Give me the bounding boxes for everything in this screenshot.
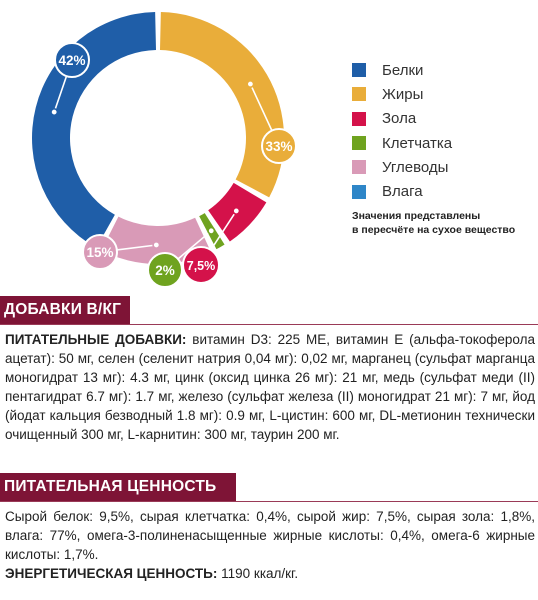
legend-swatch	[352, 87, 366, 102]
section-divider	[0, 324, 538, 325]
chart-note-line: Значения представлены	[352, 210, 481, 222]
additives-title: ДОБАВКИ В/КГ	[0, 296, 130, 324]
leader-dot	[232, 206, 241, 215]
data-label: 2%	[155, 263, 175, 278]
additives-body: витамин D3: 225 МЕ, витамин Е (альфа-ток…	[5, 332, 535, 442]
legend-item: Углеводы	[352, 155, 532, 179]
data-label-badge	[82, 234, 118, 270]
legend-item: Клетчатка	[352, 131, 532, 155]
data-label: 42%	[58, 53, 85, 68]
energy-value: 1190 ккал/кг.	[217, 566, 299, 581]
legend-swatch	[352, 63, 366, 78]
legend-label: Клетчатка	[382, 134, 453, 152]
data-label-badge	[147, 252, 183, 288]
leader-dot	[246, 80, 255, 89]
donut-slice	[31, 12, 157, 248]
leader-dot	[50, 108, 59, 117]
legend-swatch	[352, 184, 366, 199]
data-label-badge	[261, 128, 297, 164]
nutrition-text: Сырой белок: 9,5%, сырая клетчатка: 0,4%…	[5, 507, 535, 583]
legend-swatch	[352, 160, 366, 175]
legend-label: Белки	[382, 61, 424, 79]
nutrition-body: Сырой белок: 9,5%, сырая клетчатка: 0,4%…	[5, 509, 535, 562]
section-divider	[0, 501, 538, 502]
legend-item: Белки	[352, 58, 532, 82]
donut-slice	[101, 216, 212, 264]
legend-label: Влага	[382, 183, 423, 201]
legend-swatch	[352, 111, 366, 126]
legend-item: Жиры	[352, 82, 532, 106]
legend-label: Жиры	[382, 85, 424, 103]
legend-label: Зола	[382, 110, 417, 128]
data-label-badge	[182, 246, 220, 284]
nutrition-title: ПИТАТЕЛЬНАЯ ЦЕННОСТЬ	[0, 473, 236, 501]
data-label-badge	[54, 42, 90, 78]
chart-legend: Белки Жиры Зола Клетчатка Углеводы Влага	[352, 58, 532, 204]
chart-note-line: в пересчёте на сухое вещество	[352, 224, 516, 236]
energy-lead: ЭНЕРГЕТИЧЕСКАЯ ЦЕННОСТЬ:	[5, 566, 218, 581]
legend-swatch	[352, 136, 366, 151]
additives-text: ПИТАТЕЛЬНЫЕ ДОБАВКИ: витамин D3: 225 МЕ,…	[5, 330, 535, 444]
leader-dot	[207, 226, 216, 235]
data-label: 33%	[265, 139, 292, 154]
chart-note: Значения представлены в пересчёте на сух…	[352, 209, 537, 237]
legend-item: Влага	[352, 179, 532, 203]
donut-slice	[159, 12, 285, 198]
legend-label: Углеводы	[382, 158, 449, 176]
additives-lead: ПИТАТЕЛЬНЫЕ ДОБАВКИ:	[5, 332, 187, 347]
data-label: 7,5%	[187, 259, 216, 273]
data-label: 15%	[86, 245, 113, 260]
donut-chart: 33% 7,5% 2% 15% 42%	[31, 12, 297, 288]
legend-item: Зола	[352, 107, 532, 131]
leader-dot	[152, 240, 161, 249]
